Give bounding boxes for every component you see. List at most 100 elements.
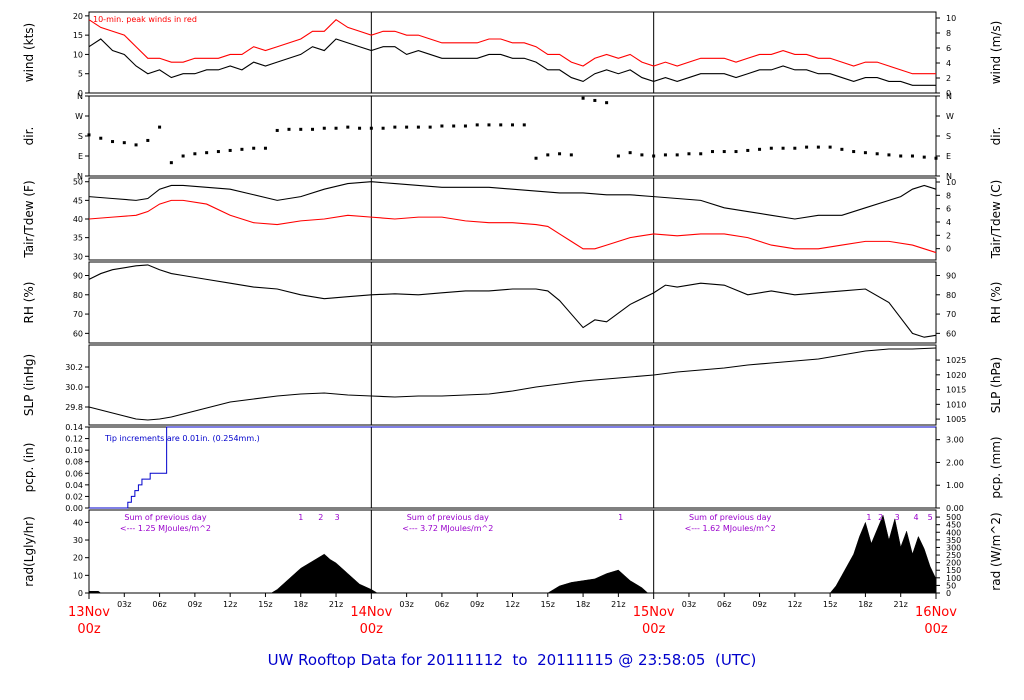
dir-series-0-point bbox=[99, 136, 103, 140]
footer-to: to bbox=[512, 651, 528, 669]
x-tick-label: 06z bbox=[435, 600, 449, 609]
dir-ylabel: dir. bbox=[22, 127, 36, 146]
dir-series-0-point bbox=[805, 145, 809, 149]
rad-mark-2-1: 2 bbox=[878, 513, 883, 522]
pcp-ytick-label: 0.00 bbox=[65, 504, 83, 513]
temp-ylabel: Tair/Tdew (F) bbox=[22, 180, 36, 258]
rh-ytick-label-right: 80 bbox=[946, 291, 956, 300]
slp-ytick-label: 29.8 bbox=[65, 403, 83, 412]
rad-ytick-label-right: 250 bbox=[946, 551, 961, 560]
dir-ytick-label-right: E bbox=[946, 152, 951, 161]
wind-ytick-label-right: 0 bbox=[946, 89, 951, 98]
rad-ytick-label: 20 bbox=[73, 554, 83, 563]
rh-ytick-label-right: 70 bbox=[946, 310, 956, 319]
dir-ytick-label: N bbox=[77, 172, 83, 181]
slp-ytick-label-right: 1010 bbox=[946, 400, 966, 409]
pcp-ytick-label: 0.02 bbox=[65, 492, 83, 501]
dir-series-0-point bbox=[299, 127, 303, 131]
temp-ylabel-right: Tair/Tdew (C) bbox=[989, 180, 1003, 260]
temp-ytick-label: 30 bbox=[73, 252, 83, 261]
x-tick-label: 06z bbox=[717, 600, 731, 609]
weather-timeseries-chart: wind (kts) wind (m/s)05101520024681010-mi… bbox=[22, 11, 1003, 637]
temp-ytick-label: 50 bbox=[73, 178, 83, 187]
temp-ytick-label: 35 bbox=[73, 234, 83, 243]
x-tick-label: 21z bbox=[329, 600, 343, 609]
footer-end-date: 20111115 bbox=[537, 651, 614, 669]
dir-series-0-point bbox=[475, 123, 479, 127]
x-tick-label: 09z bbox=[752, 600, 766, 609]
rad-ytick-label-right: 0 bbox=[946, 589, 951, 598]
dir-series-0-point bbox=[722, 150, 726, 154]
rad-mark-2-4: 5 bbox=[928, 513, 933, 522]
rad-ytick-label-right: 400 bbox=[946, 528, 961, 537]
rh-ylabel: RH (%) bbox=[22, 282, 36, 324]
dir-series-0-point bbox=[628, 151, 632, 155]
dir-ytick-label-right: N bbox=[946, 172, 952, 181]
pcp-ylabel: pcp. (in) bbox=[22, 443, 36, 493]
rad-ytick-label-right: 50 bbox=[946, 581, 956, 590]
dir-series-0-point bbox=[511, 123, 514, 127]
rh-ytick-label: 60 bbox=[73, 329, 83, 338]
pcp-ytick-label: 0.08 bbox=[65, 458, 83, 467]
dir-series-0-point bbox=[287, 127, 291, 131]
rad-mark-0-1: 2 bbox=[318, 513, 323, 522]
dir-series-0-point bbox=[146, 138, 150, 142]
dir-series-0-point bbox=[322, 126, 326, 130]
dir-series-0-point bbox=[593, 98, 597, 102]
slp-ytick-label-right: 1015 bbox=[946, 386, 966, 395]
dir-ytick-label: N bbox=[77, 92, 83, 101]
slp-ytick-label: 30.2 bbox=[65, 363, 83, 372]
dir-series-0-point bbox=[405, 125, 409, 129]
pcp-ytick-label-right: 2.00 bbox=[946, 458, 964, 467]
dir-series-0-point bbox=[640, 153, 644, 157]
rad-mark-2-0: 1 bbox=[866, 513, 871, 522]
rad-ytick-label: 30 bbox=[73, 536, 83, 545]
dir-ytick-label-right: N bbox=[946, 92, 952, 101]
dir-series-0-point bbox=[605, 101, 609, 105]
rad-sum-label-2: Sum of previous day bbox=[689, 513, 771, 522]
wind-ytick-label: 5 bbox=[78, 70, 83, 79]
pcp-ytick-label-right: 0.00 bbox=[946, 504, 964, 513]
dir-series-0-point bbox=[840, 147, 844, 151]
dir-series-0-point bbox=[181, 154, 185, 158]
slp-series-0-line bbox=[88, 347, 937, 421]
rh-ylabel-right: RH (%) bbox=[989, 282, 1003, 324]
temp-ytick-label-right: 2 bbox=[946, 231, 951, 240]
rad-mark-2-3: 4 bbox=[913, 513, 918, 522]
wind-ytick-label-right: 8 bbox=[946, 29, 951, 38]
dir-series-0-point bbox=[863, 151, 867, 155]
dir-series-0-point bbox=[828, 145, 832, 149]
pcp-ytick-label-right: 3.00 bbox=[946, 436, 964, 445]
dir-series-0-point bbox=[652, 154, 656, 158]
dir-series-0-point bbox=[934, 156, 938, 160]
temp-series-tair-line bbox=[88, 181, 937, 220]
dir-series-0-point bbox=[781, 146, 785, 150]
wind-panel-frame bbox=[88, 11, 937, 94]
dir-series-0-point bbox=[369, 126, 373, 130]
dir-series-0-point bbox=[522, 123, 526, 127]
pcp-ytick-label: 0.06 bbox=[65, 469, 83, 478]
pcp-ylabel-right: pcp. (mm) bbox=[989, 436, 1003, 498]
dir-series-0-point bbox=[710, 150, 714, 154]
rad-ytick-label-right: 100 bbox=[946, 574, 961, 583]
rad-ytick-label-right: 500 bbox=[946, 513, 961, 522]
dir-series-0-point bbox=[687, 152, 691, 156]
dir-series-0-point bbox=[346, 125, 350, 129]
dir-series-0-point bbox=[193, 152, 197, 156]
dir-series-0-point bbox=[558, 152, 562, 156]
dir-series-0-point bbox=[87, 133, 91, 137]
temp-ytick-label-right: 6 bbox=[946, 205, 951, 214]
dir-series-0-point bbox=[581, 96, 585, 100]
rh-ytick-label: 80 bbox=[73, 291, 83, 300]
dir-series-0-point bbox=[816, 145, 820, 149]
dir-series-0-point bbox=[534, 156, 538, 160]
dir-series-0-point bbox=[169, 161, 173, 165]
temp-panel-frame bbox=[88, 177, 937, 261]
x-tick-label: 18z bbox=[858, 600, 872, 609]
slp-ytick-label-right: 1005 bbox=[946, 415, 966, 424]
day-label-3: 16Nov bbox=[915, 605, 957, 620]
dir-series-0-point bbox=[393, 125, 397, 129]
rh-ytick-label: 90 bbox=[73, 272, 83, 281]
wind-ytick-label-right: 6 bbox=[946, 44, 951, 53]
dir-ytick-label-right: S bbox=[946, 132, 951, 141]
